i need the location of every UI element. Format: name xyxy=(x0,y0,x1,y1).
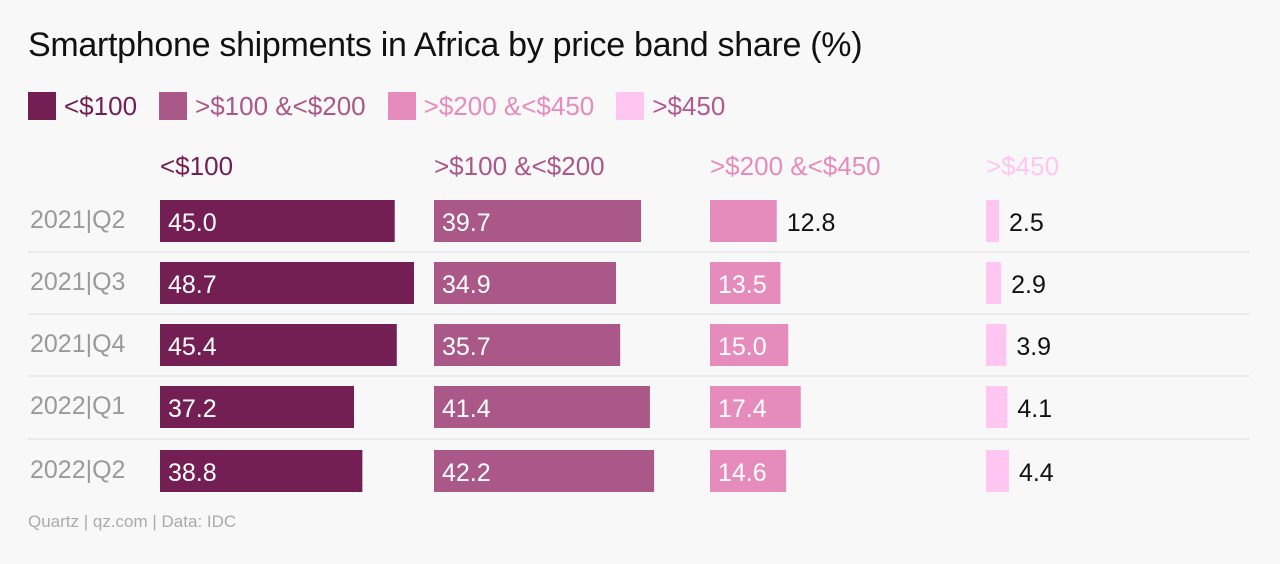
column-header: >$200 &<$450 xyxy=(710,151,881,181)
bar xyxy=(160,324,397,366)
data-label: 35.7 xyxy=(442,333,491,361)
data-label: 38.8 xyxy=(168,459,217,487)
data-label: 17.4 xyxy=(718,395,767,423)
bar xyxy=(160,450,363,492)
source-note: Quartz | qz.com | Data: IDC xyxy=(28,512,237,531)
bar xyxy=(986,200,1000,242)
legend-item: <$100 xyxy=(28,91,137,122)
bar xyxy=(160,386,355,428)
data-label: 12.8 xyxy=(787,209,836,237)
bar xyxy=(434,386,650,428)
data-label: 45.4 xyxy=(168,333,217,361)
column-header: >$450 xyxy=(986,151,1059,181)
bar xyxy=(434,450,655,492)
bar xyxy=(160,200,395,242)
data-label: 42.2 xyxy=(442,459,491,487)
legend-label: >$200 &<$450 xyxy=(423,90,595,121)
legend-label: <$100 xyxy=(64,90,138,121)
bar xyxy=(710,386,801,428)
category-label: 2021|Q4 xyxy=(30,330,126,358)
legend-item: >$200 &<$450 xyxy=(387,90,595,122)
bar xyxy=(986,450,1009,492)
legend: <$100 >$100 &<$200 >$200 &<$450 >$450 xyxy=(28,90,747,122)
data-label: 39.7 xyxy=(442,209,491,237)
data-label: 15.0 xyxy=(718,333,767,361)
category-label: 2022|Q1 xyxy=(30,392,125,420)
data-label: 3.9 xyxy=(1016,333,1051,361)
legend-swatch xyxy=(387,92,416,120)
legend-swatch xyxy=(616,92,645,120)
legend-label: >$100 &<$200 xyxy=(195,90,366,121)
data-label: 41.4 xyxy=(442,395,491,423)
bar xyxy=(434,324,621,366)
data-label: 45.0 xyxy=(168,209,217,237)
category-label: 2021|Q2 xyxy=(30,206,125,234)
legend-item: >$100 &<$200 xyxy=(159,91,366,122)
column-header: >$100 &<$200 xyxy=(434,151,605,181)
bar xyxy=(986,386,1008,428)
data-label: 34.9 xyxy=(442,271,491,299)
legend-swatch xyxy=(28,92,56,120)
bar xyxy=(434,262,617,304)
data-label: 48.7 xyxy=(168,271,217,299)
bar xyxy=(986,324,1007,366)
category-label: 2021|Q3 xyxy=(30,268,125,296)
category-label: 2022|Q2 xyxy=(30,456,125,484)
data-label: 2.5 xyxy=(1009,209,1044,237)
bar xyxy=(710,200,777,242)
bar xyxy=(710,450,787,492)
legend-label: >$450 xyxy=(652,90,726,121)
bar xyxy=(986,262,1002,304)
bar xyxy=(710,262,781,304)
legend-swatch xyxy=(159,92,188,120)
data-label: 4.4 xyxy=(1019,459,1054,487)
bar xyxy=(160,262,414,304)
legend-item: >$450 xyxy=(616,91,725,122)
column-header: <$100 xyxy=(160,151,233,181)
data-label: 37.2 xyxy=(168,395,217,423)
data-label: 4.1 xyxy=(1017,395,1052,423)
data-label: 13.5 xyxy=(718,271,767,299)
chart-title: Smartphone shipments in Africa by price … xyxy=(28,26,863,64)
data-label: 14.6 xyxy=(718,459,767,487)
bar xyxy=(710,324,789,366)
data-label: 2.9 xyxy=(1011,271,1046,299)
bar xyxy=(434,200,642,242)
